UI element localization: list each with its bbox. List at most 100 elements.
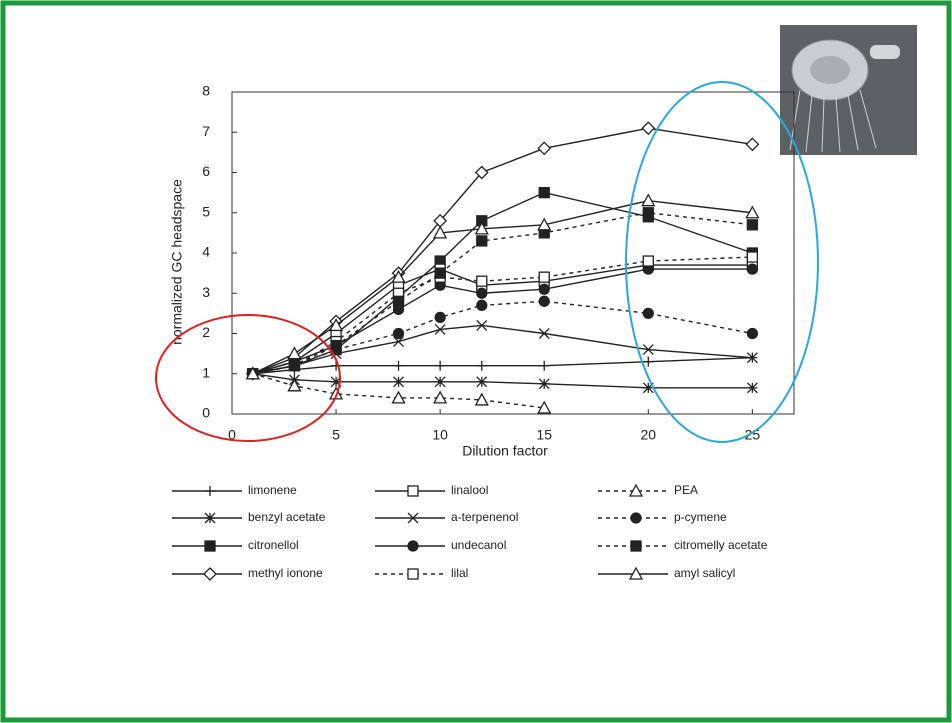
marker xyxy=(746,382,758,394)
marker xyxy=(538,186,550,199)
marker xyxy=(204,540,216,552)
marker xyxy=(537,400,552,414)
legend-label: PEA xyxy=(674,483,698,497)
legend-item: undecanol xyxy=(375,538,506,552)
y-tick-label: 0 xyxy=(202,405,210,421)
y-tick-label: 6 xyxy=(202,163,210,179)
marker xyxy=(628,566,644,580)
marker xyxy=(476,319,488,331)
marker xyxy=(538,378,550,390)
y-tick-label: 5 xyxy=(202,203,210,219)
y-tick-label: 2 xyxy=(202,324,210,340)
marker xyxy=(641,121,656,136)
x-tick-label: 15 xyxy=(536,427,552,443)
series-line xyxy=(252,212,753,375)
marker xyxy=(537,217,552,231)
marker xyxy=(407,540,419,552)
marker xyxy=(434,324,446,335)
y-tick-label: 8 xyxy=(202,83,210,99)
marker xyxy=(641,193,656,207)
marker xyxy=(204,512,216,524)
marker xyxy=(745,137,760,152)
marker xyxy=(205,486,215,496)
marker xyxy=(330,339,342,352)
marker xyxy=(746,327,759,340)
marker xyxy=(435,360,446,371)
marker xyxy=(433,225,448,239)
marker xyxy=(203,567,217,581)
series-line xyxy=(252,256,753,375)
y-tick-label: 4 xyxy=(202,244,210,260)
marker xyxy=(539,360,550,371)
marker xyxy=(642,382,654,394)
marker xyxy=(433,390,448,404)
marker xyxy=(330,376,342,388)
legend-label: benzyl acetate xyxy=(248,510,326,524)
legend-label: linalool xyxy=(451,483,488,497)
marker xyxy=(393,336,404,348)
marker xyxy=(245,366,260,380)
marker xyxy=(287,346,302,360)
marker xyxy=(628,483,644,497)
marker xyxy=(434,311,446,324)
legend-label: amyl salicyl xyxy=(674,566,735,580)
legend-item: limonene xyxy=(172,483,297,497)
marker xyxy=(393,376,404,388)
marker xyxy=(642,207,654,219)
legend-item: citronellol xyxy=(172,538,299,552)
legend-label: a-terpenenol xyxy=(451,510,518,524)
marker xyxy=(538,283,550,295)
x-axis-label: Dilution factor xyxy=(462,443,548,459)
marker xyxy=(630,540,642,552)
marker xyxy=(538,271,550,283)
marker xyxy=(328,386,344,400)
marker xyxy=(474,221,489,235)
marker xyxy=(537,141,552,156)
marker xyxy=(407,568,419,580)
legend-label: methyl ionone xyxy=(248,566,323,580)
marker xyxy=(474,165,489,180)
marker xyxy=(643,356,654,367)
marker xyxy=(434,376,446,388)
marker xyxy=(630,512,642,524)
y-tick-label: 1 xyxy=(202,364,210,380)
x-tick-label: 10 xyxy=(432,427,448,443)
legend-item: linalool xyxy=(375,483,488,497)
series-line xyxy=(252,300,753,375)
legend-label: citronellol xyxy=(248,538,299,552)
legend-item: p-cymene xyxy=(598,510,727,524)
marker xyxy=(392,327,405,340)
shower-image xyxy=(780,25,917,155)
marker xyxy=(746,263,759,275)
legend-item: PEA xyxy=(598,483,698,497)
marker xyxy=(476,287,488,299)
marker xyxy=(407,512,419,524)
marker xyxy=(745,205,760,219)
highlight-ellipse xyxy=(625,81,819,443)
marker xyxy=(642,255,654,267)
legend-item: benzyl acetate xyxy=(172,510,326,524)
legend-label: p-cymene xyxy=(674,510,727,524)
y-tick-label: 3 xyxy=(202,284,210,300)
marker xyxy=(391,269,406,283)
marker xyxy=(642,307,654,320)
marker xyxy=(476,299,488,311)
legend-label: lilal xyxy=(451,566,468,580)
marker xyxy=(287,378,302,392)
marker xyxy=(642,344,654,356)
x-tick-label: 20 xyxy=(641,427,657,443)
x-tick-label: 5 xyxy=(332,427,340,443)
legend-label: citromelly acetate xyxy=(674,538,768,552)
marker xyxy=(538,295,550,307)
x-tick-label: 0 xyxy=(228,427,236,443)
marker xyxy=(476,376,488,388)
marker xyxy=(392,295,405,307)
marker xyxy=(538,328,550,339)
marker xyxy=(476,360,487,371)
y-tick-label: 7 xyxy=(202,123,210,139)
legend-item: a-terpenenol xyxy=(375,510,518,524)
legend-item: methyl ionone xyxy=(172,566,323,581)
legend-item: citromelly acetate xyxy=(598,538,768,552)
